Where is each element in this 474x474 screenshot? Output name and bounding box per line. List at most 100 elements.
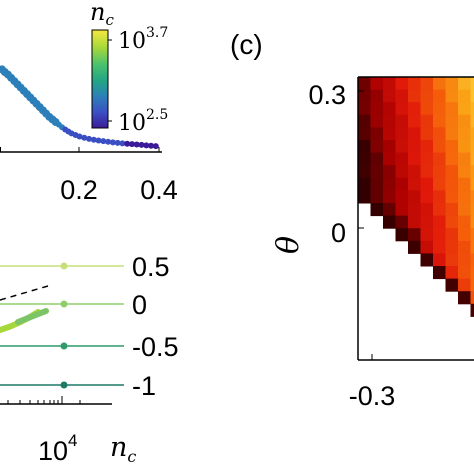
heatmap-cell: [433, 127, 446, 141]
legend: 0.5 0 -0.5 -1: [0, 252, 179, 401]
heatmap-cell: [358, 102, 371, 116]
heatmap-cell: [420, 228, 434, 242]
heatmap-cell: [408, 89, 421, 103]
heatmap-cell: [395, 203, 409, 217]
heatmap-cell: [445, 240, 459, 254]
heatmap-cell: [408, 203, 421, 217]
heatmap-cell: [395, 114, 409, 128]
heatmap-cell: [383, 165, 396, 179]
heatmap-cell: [470, 303, 474, 317]
heatmap-cell: [370, 77, 384, 91]
heatmap-cell: [433, 266, 446, 280]
heatmap-cell: [458, 114, 471, 128]
scatter-point: [86, 135, 93, 142]
panel-c-ytick-label-0: 0.3: [308, 80, 346, 110]
heatmap-cell: [445, 102, 459, 116]
heatmap-cell: [470, 177, 474, 191]
legend-marker: [60, 342, 68, 350]
heatmap-cell: [470, 152, 474, 166]
scatter-point: [100, 138, 107, 145]
heatmap-cell: [420, 240, 434, 254]
heatmap-cell: [358, 77, 371, 91]
heatmap-cell: [445, 190, 459, 204]
heatmap-cell: [408, 215, 421, 229]
heatmap-cell: [445, 140, 459, 154]
heatmap-cell: [358, 165, 371, 179]
legend-label: -1: [132, 371, 156, 401]
heatmap-cell: [470, 165, 474, 179]
scatter-point: [152, 143, 159, 150]
heatmap-cell: [395, 152, 409, 166]
heatmap-cell: [358, 177, 371, 191]
heatmap-cell: [445, 266, 459, 280]
heatmap-cell: [458, 253, 471, 267]
heatmap-cell: [433, 203, 446, 217]
heatmap-cell: [420, 114, 434, 128]
heatmap: [358, 77, 474, 317]
heatmap-cell: [420, 152, 434, 166]
heatmap-cell: [433, 228, 446, 242]
heatmap-cell: [358, 127, 371, 141]
heatmap-cell: [420, 253, 434, 267]
heatmap-cell: [470, 215, 474, 229]
heatmap-cell: [458, 102, 471, 116]
heatmap-cell: [370, 177, 384, 191]
heatmap-cell: [383, 114, 396, 128]
heatmap-cell: [383, 140, 396, 154]
heatmap-cell: [383, 127, 396, 141]
heatmap-cell: [370, 102, 384, 116]
dashed-guide-line: [0, 285, 49, 301]
heatmap-cell: [395, 228, 409, 242]
heatmap-cell: [408, 228, 421, 242]
scatter-series: [0, 65, 159, 150]
heatmap-cell: [383, 215, 396, 229]
heatmap-cell: [470, 203, 474, 217]
legend-label: 0: [132, 290, 147, 320]
heatmap-cell: [445, 203, 459, 217]
heatmap-cell: [395, 140, 409, 154]
heatmap-cell: [383, 177, 396, 191]
heatmap-cell: [470, 114, 474, 128]
colorbar: [91, 29, 109, 129]
bottom-left-panel-fragment: ): [0, 215, 1, 246]
heatmap-cell: [370, 190, 384, 204]
top-left-xtick-label-1: 0.4: [140, 175, 178, 205]
heatmap-cell: [408, 165, 421, 179]
heatmap-cell: [395, 77, 409, 91]
heatmap-cell: [470, 190, 474, 204]
heatmap-cell: [395, 190, 409, 204]
heatmap-cell: [395, 177, 409, 191]
heatmap-cell: [408, 240, 421, 254]
heatmap-cell: [470, 127, 474, 141]
heatmap-cell: [370, 165, 384, 179]
panel-c-ytick-label-1: 0: [331, 218, 346, 248]
heatmap-cell: [470, 253, 474, 267]
scatter-point: [114, 139, 121, 146]
heatmap-cell: [433, 140, 446, 154]
heatmap-cell: [458, 190, 471, 204]
heatmap-cell: [445, 89, 459, 103]
heatmap-cell: [358, 89, 371, 103]
heatmap-cell: [420, 215, 434, 229]
heatmap-cell: [408, 190, 421, 204]
heatmap-cell: [358, 114, 371, 128]
heatmap-cell: [458, 203, 471, 217]
legend-marker: [60, 300, 68, 308]
heatmap-cell: [420, 165, 434, 179]
heatmap-cell: [420, 89, 434, 103]
colorbar-tick-label-bottom: 102.5: [118, 107, 168, 136]
heatmap-cell: [408, 114, 421, 128]
scatter-point: [148, 142, 155, 149]
heatmap-cell: [445, 278, 459, 292]
heatmap-cell: [383, 89, 396, 103]
scatter-point: [109, 139, 116, 146]
series-trace-mid: [15, 308, 49, 325]
heatmap-cell: [433, 152, 446, 166]
heatmap-cell: [458, 266, 471, 280]
heatmap-cell: [408, 140, 421, 154]
scatter-point: [90, 136, 97, 143]
heatmap-cell: [370, 203, 384, 217]
panel-c: (c) θ 0.3 0 -0.3: [230, 29, 474, 411]
heatmap-cell: [408, 152, 421, 166]
heatmap-cell: [433, 215, 446, 229]
